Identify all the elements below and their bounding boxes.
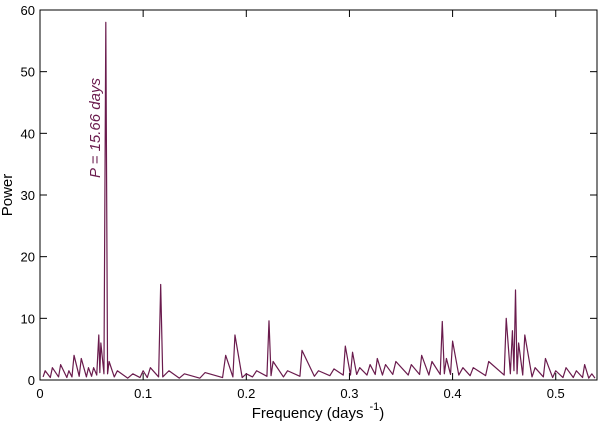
plot-frame bbox=[39, 9, 598, 381]
x-tick-label: 0.4 bbox=[444, 386, 462, 401]
x-tick-label: 0.3 bbox=[340, 386, 358, 401]
x-tick-label: 0.1 bbox=[134, 386, 152, 401]
x-axis-label: Frequency (days -1) bbox=[252, 401, 385, 422]
x-label-text: Frequency (days bbox=[252, 405, 364, 422]
y-tick-label: 60 bbox=[21, 3, 35, 18]
x-tick-label: 0 bbox=[36, 386, 43, 401]
x-tick-label: 0.5 bbox=[547, 386, 565, 401]
y-tick-label: 40 bbox=[21, 126, 35, 141]
x-label-sup: -1 bbox=[369, 401, 379, 413]
y-tick-label: 50 bbox=[21, 65, 35, 80]
y-axis-label: Power bbox=[0, 174, 16, 217]
series-line bbox=[42, 21, 596, 379]
y-tick-label: 30 bbox=[21, 188, 35, 203]
y-tick-label: 20 bbox=[21, 250, 35, 265]
y-tick-label: 10 bbox=[21, 311, 35, 326]
y-tick-label: 0 bbox=[28, 373, 35, 388]
x-tick-label: 0.2 bbox=[237, 386, 255, 401]
annotation: P = 15.66 days bbox=[87, 78, 104, 178]
x-label-close: ) bbox=[379, 405, 384, 422]
